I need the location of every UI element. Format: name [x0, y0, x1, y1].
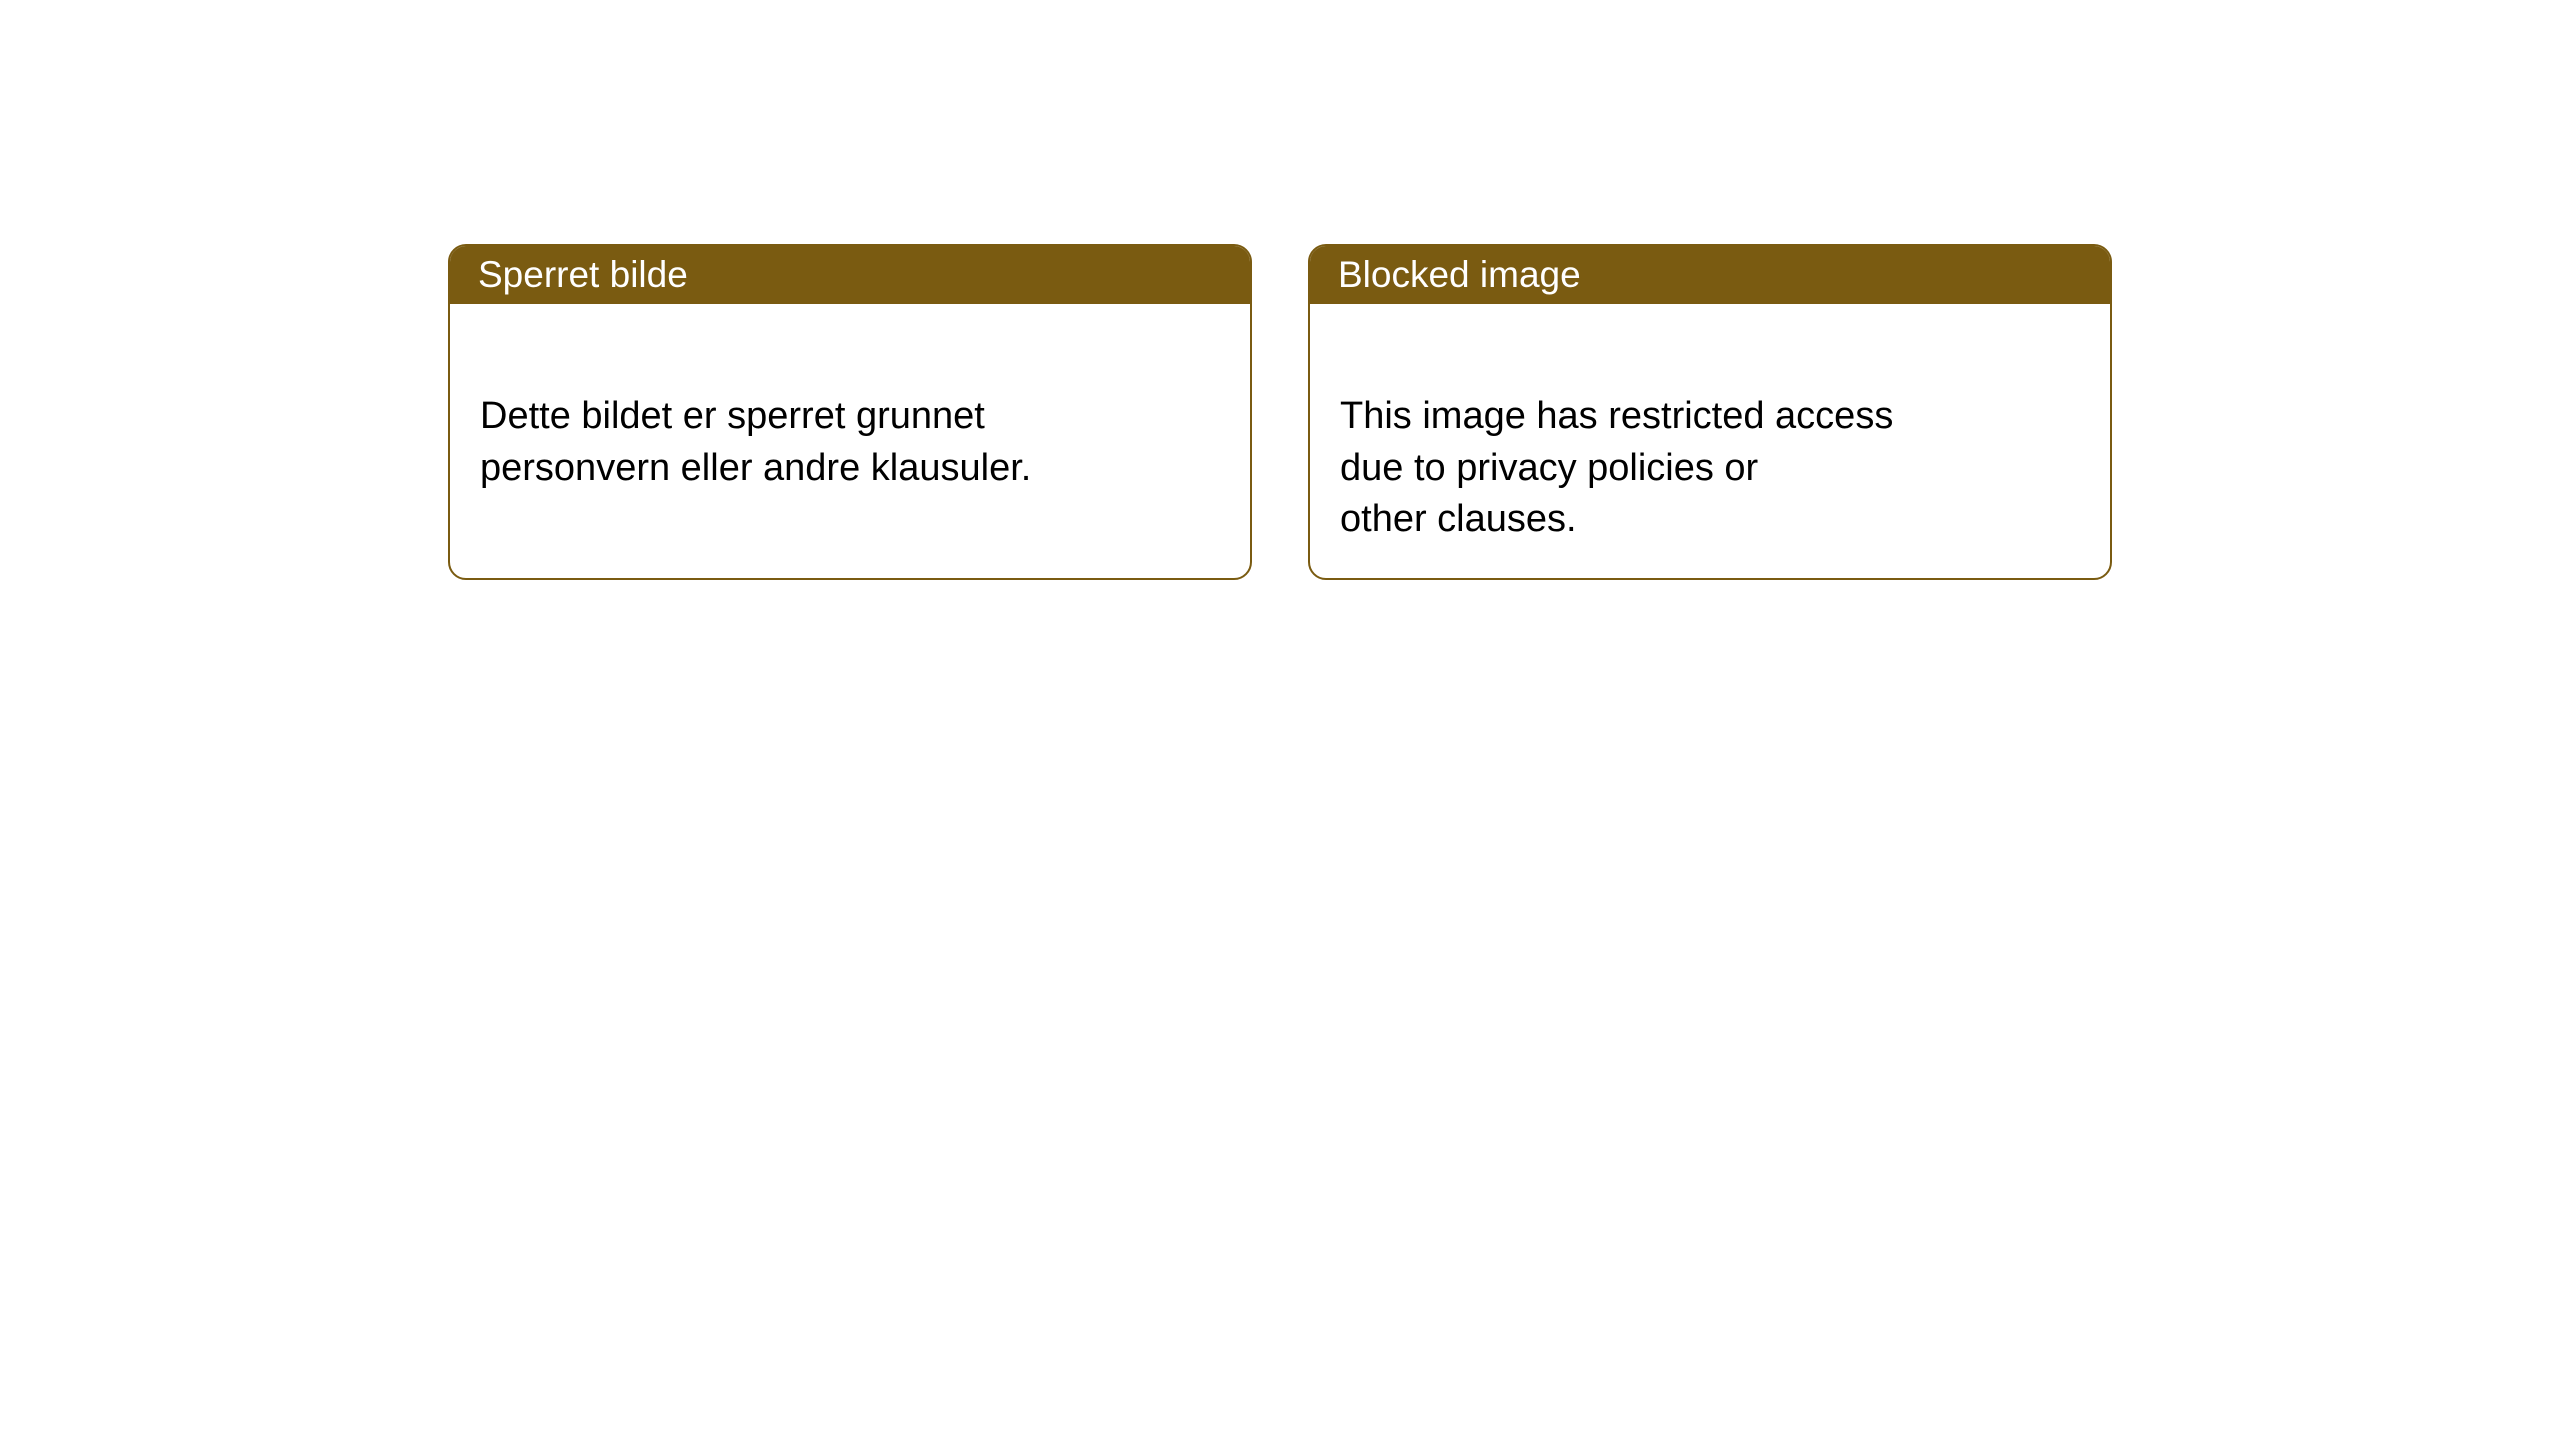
card-header-text: Blocked image — [1338, 254, 1581, 296]
card-body: Dette bildet er sperret grunnet personve… — [450, 304, 1250, 530]
notice-card-english: Blocked image This image has restricted … — [1308, 244, 2112, 580]
card-header-text: Sperret bilde — [478, 254, 688, 296]
card-header: Sperret bilde — [450, 246, 1250, 304]
notice-container: Sperret bilde Dette bildet er sperret gr… — [0, 0, 2560, 580]
card-body-text: Dette bildet er sperret grunnet personve… — [480, 395, 1031, 488]
notice-card-norwegian: Sperret bilde Dette bildet er sperret gr… — [448, 244, 1252, 580]
card-body: This image has restricted access due to … — [1310, 304, 2110, 580]
card-body-text: This image has restricted access due to … — [1340, 395, 1893, 540]
card-header: Blocked image — [1310, 246, 2110, 304]
